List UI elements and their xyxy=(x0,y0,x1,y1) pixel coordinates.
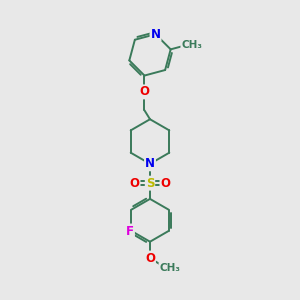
Text: N: N xyxy=(151,28,160,41)
Text: S: S xyxy=(146,177,154,190)
Text: CH₃: CH₃ xyxy=(181,40,202,50)
Text: F: F xyxy=(126,224,134,238)
Text: O: O xyxy=(145,252,155,265)
Text: O: O xyxy=(130,177,140,190)
Text: O: O xyxy=(140,85,149,98)
Text: O: O xyxy=(160,177,170,190)
Text: N: N xyxy=(145,157,155,170)
Text: CH₃: CH₃ xyxy=(159,263,180,273)
